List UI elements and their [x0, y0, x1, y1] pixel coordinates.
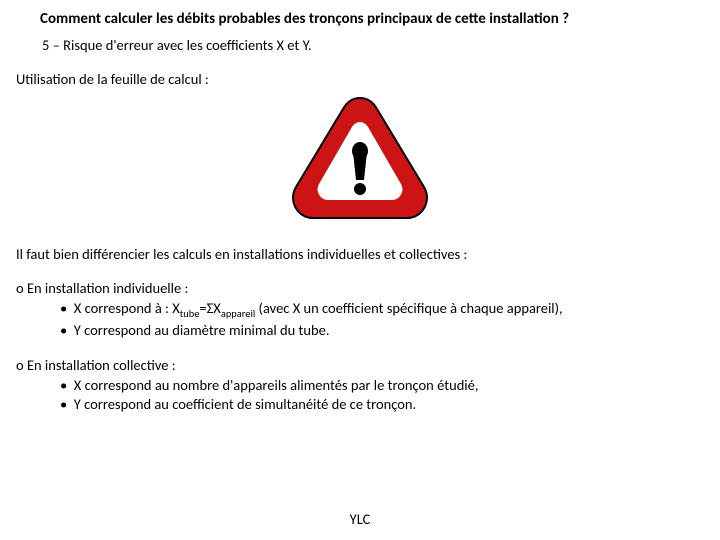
indiv-x-prefix: X correspond à : X — [74, 299, 180, 317]
indiv-x-suffix: (avec X un coefficient spécifique à chaq… — [255, 299, 562, 317]
individuelle-y: Y correspond au diamètre minimal du tube… — [16, 321, 720, 341]
individuelle-block: En installation individuelle : X corresp… — [0, 263, 720, 340]
individuelle-x: X correspond à : Xtube=ΣXappareil (avec … — [16, 299, 720, 321]
individuelle-header: En installation individuelle : — [16, 279, 720, 299]
coll-y-text: Y correspond au coefficient de simultané… — [74, 395, 416, 413]
indiv-x-sub2: appareil — [221, 306, 255, 319]
coll-x-text: X correspond au nombre d'appareils alime… — [74, 376, 479, 394]
indiv-x-sub1: tube — [180, 306, 200, 319]
collective-y: Y correspond au coefficient de simultané… — [16, 395, 720, 415]
footer-author: YLC — [0, 510, 720, 528]
subtitle: 5 – Risque d'erreur avec les coefficient… — [0, 28, 720, 54]
diff-line: Il faut bien différencier les calculs en… — [0, 227, 720, 263]
usage-line: Utilisation de la feuille de calcul : — [0, 54, 720, 88]
page-title: Comment calculer les débits probables de… — [0, 0, 720, 28]
collective-header: En installation collective : — [16, 356, 720, 376]
warning-icon — [0, 92, 720, 227]
collective-block: En installation collective : X correspon… — [0, 340, 720, 415]
collective-x: X correspond au nombre d'appareils alime… — [16, 376, 720, 396]
indiv-x-mid: =ΣX — [199, 299, 220, 317]
indiv-y-text: Y correspond au diamètre minimal du tube… — [74, 321, 330, 339]
